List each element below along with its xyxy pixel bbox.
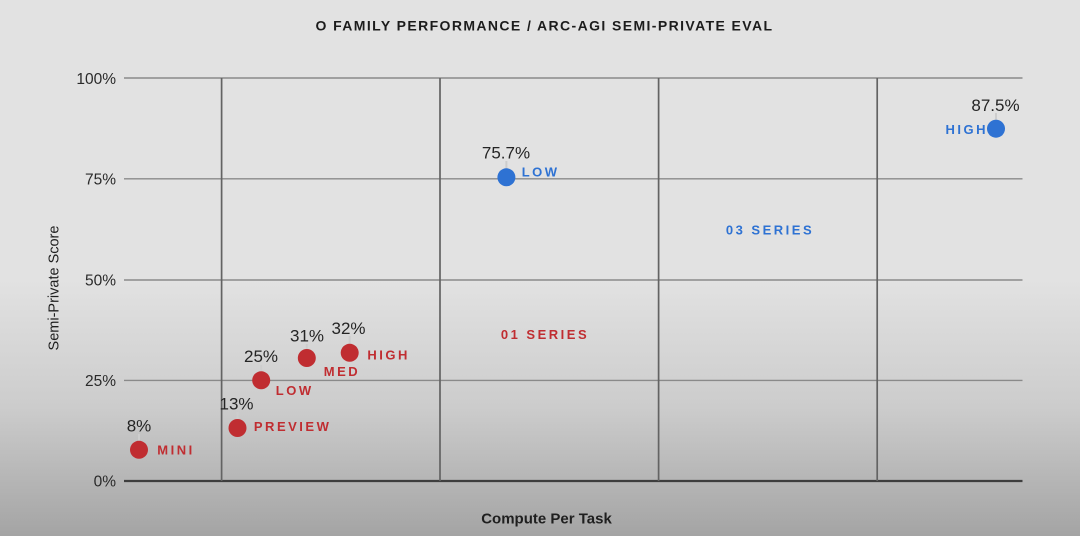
svg-text:50%: 50% bbox=[85, 273, 116, 290]
svg-text:O FAMILY PERFORMANCE / ARC-AGI: O FAMILY PERFORMANCE / ARC-AGI SEMI-PRIV… bbox=[316, 17, 774, 33]
svg-text:8%: 8% bbox=[127, 416, 152, 435]
svg-text:25%: 25% bbox=[244, 347, 278, 366]
svg-text:HIGH: HIGH bbox=[367, 348, 410, 363]
svg-text:75.7%: 75.7% bbox=[482, 144, 530, 163]
svg-text:LOW: LOW bbox=[276, 383, 314, 398]
svg-text:MINI: MINI bbox=[157, 443, 194, 458]
svg-text:LOW: LOW bbox=[522, 165, 560, 180]
svg-text:87.5%: 87.5% bbox=[971, 96, 1019, 115]
svg-text:0%: 0% bbox=[94, 474, 117, 491]
svg-text:31%: 31% bbox=[290, 327, 324, 346]
svg-text:PREVIEW: PREVIEW bbox=[254, 419, 331, 434]
svg-text:03 SERIES: 03 SERIES bbox=[726, 223, 814, 238]
svg-text:75%: 75% bbox=[85, 172, 116, 189]
svg-text:Semi-Private Score: Semi-Private Score bbox=[47, 226, 63, 351]
svg-text:HIGH: HIGH bbox=[946, 122, 989, 137]
svg-text:100%: 100% bbox=[76, 71, 116, 88]
svg-text:25%: 25% bbox=[85, 373, 116, 390]
svg-text:MED: MED bbox=[324, 364, 360, 379]
svg-text:13%: 13% bbox=[219, 394, 253, 413]
svg-text:01 SERIES: 01 SERIES bbox=[501, 327, 589, 342]
svg-text:32%: 32% bbox=[331, 319, 365, 338]
svg-text:Compute Per Task: Compute Per Task bbox=[481, 511, 612, 528]
